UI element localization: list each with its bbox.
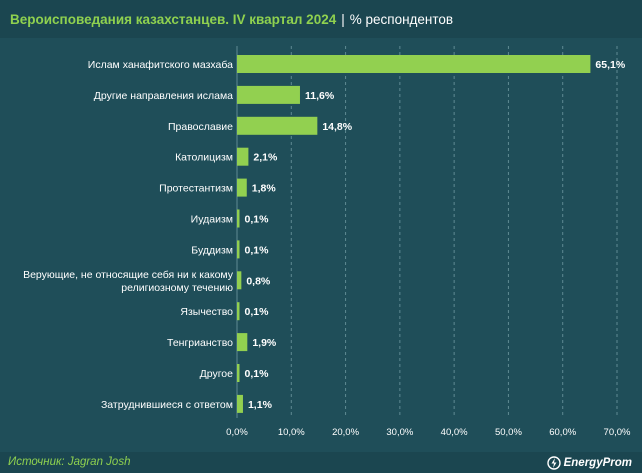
category-label: Затруднившиеся с ответом	[101, 399, 233, 411]
bar	[237, 85, 300, 104]
bar	[237, 333, 248, 352]
category-label: Другое	[200, 368, 234, 380]
x-tick-label: 20,0%	[332, 427, 359, 438]
bar-chart: Ислам ханафитского мазхаба Другие направл…	[23, 46, 631, 438]
brand-name: EnergyProm	[563, 457, 632, 469]
data-label: 65,1%	[595, 59, 625, 71]
category-label: Верующие, не относящие себя ни к какому	[23, 269, 234, 281]
category-label: Иудаизм	[191, 214, 233, 226]
category-labels: Ислам ханафитского мазхаба Другие направл…	[23, 59, 234, 411]
x-tick-label: 40,0%	[441, 427, 468, 438]
data-label: 2,1%	[253, 152, 278, 164]
title-separator: |	[341, 11, 345, 27]
category-label: Другие направления ислама	[94, 90, 233, 102]
data-label: 0,1%	[245, 368, 270, 380]
x-tick-label: 30,0%	[386, 427, 413, 438]
value-labels: 65,1% 11,6% 14,8% 2,1% 1,8% 0,1% 0,1% 0,8% 0,1% 1…	[245, 59, 626, 411]
x-tick-label: 50,0%	[495, 427, 522, 438]
footer: Источник: Jagran Josh EnergyProm	[0, 452, 642, 473]
data-label: 0,1%	[245, 214, 270, 226]
bar	[237, 394, 243, 413]
category-label: Ислам ханафитского мазхаба	[88, 59, 233, 71]
grid-lines	[236, 46, 618, 418]
chart-title: Вероисповедания казахстанцев. IV квартал…	[10, 11, 337, 27]
bar	[237, 302, 240, 321]
bar	[237, 271, 242, 290]
category-label: Православие	[168, 121, 233, 133]
category-label: Католицизм	[175, 152, 233, 164]
bar	[237, 178, 247, 197]
x-axis-ticks: 0,0% 10,0% 20,0% 30,0% 40,0% 50,0% 60,0% 70,0%	[226, 427, 631, 438]
bar	[237, 364, 240, 382]
data-label: 0,1%	[245, 306, 270, 318]
source-note: Источник: Jagran Josh	[8, 456, 130, 468]
data-label: 1,1%	[248, 399, 273, 411]
category-label: Тенгрианство	[167, 337, 233, 349]
data-label: 14,8%	[322, 121, 352, 133]
bar	[237, 240, 240, 259]
source-name: Jagran Josh	[67, 456, 131, 468]
x-tick-label: 70,0%	[604, 427, 631, 438]
bar	[237, 116, 318, 135]
category-label: религиозному течению	[121, 282, 233, 294]
chart-header: Вероисповедания казахстанцев. IV квартал…	[0, 0, 642, 38]
x-tick-label: 0,0%	[226, 427, 248, 438]
bar	[237, 55, 591, 73]
data-label: 0,8%	[246, 275, 271, 287]
bar	[237, 209, 240, 228]
category-label: Язычество	[180, 306, 233, 318]
x-tick-label: 10,0%	[278, 427, 305, 438]
data-label: 11,6%	[305, 90, 335, 102]
data-label: 0,1%	[245, 244, 270, 256]
source-label: Источник:	[8, 456, 68, 468]
category-label: Буддизм	[191, 244, 233, 256]
x-tick-label: 60,0%	[549, 427, 576, 438]
chart-subtitle: % респондентов	[349, 11, 454, 27]
bars	[237, 55, 591, 413]
bar	[237, 147, 249, 166]
brand: EnergyProm	[546, 455, 632, 471]
category-label: Протестантизм	[159, 183, 233, 195]
data-label: 1,8%	[252, 183, 277, 195]
data-label: 1,9%	[252, 337, 277, 349]
energyprom-logo-icon	[546, 456, 561, 470]
